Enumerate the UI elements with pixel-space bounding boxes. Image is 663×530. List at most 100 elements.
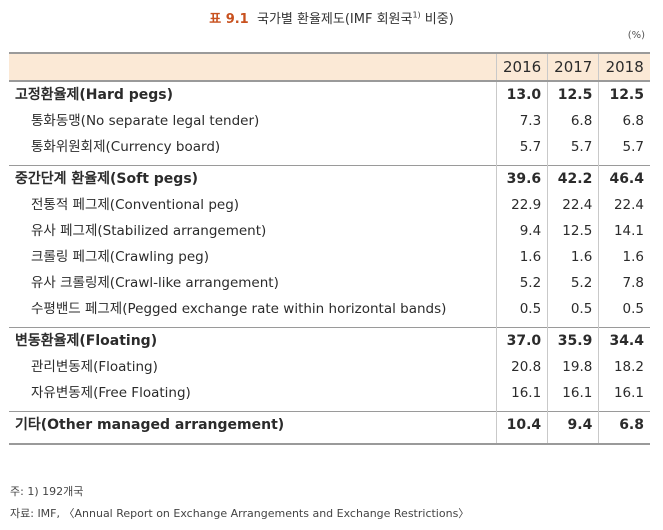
value-cell-2016: 22.9 (496, 192, 548, 218)
value-cell-2018: 6.8 (598, 411, 650, 438)
spacer-cell (9, 438, 497, 445)
value-cell-2017: 0.5 (547, 296, 599, 322)
spacer-cell (496, 160, 548, 166)
row-label: 통화위원회제(Currency board) (31, 139, 221, 155)
header-year-2016: 2016 (496, 52, 548, 82)
item-row: 크롤링 페그제(Crawling peg) 1.6 1.6 1.6 (9, 244, 650, 270)
value-cell-2018: 18.2 (598, 354, 650, 380)
unit-label: (%) (627, 30, 645, 41)
spacer-cell (547, 322, 599, 328)
value-cell-2018: 7.8 (598, 270, 650, 296)
spacer-cell (496, 438, 548, 445)
value-cell-2016: 10.4 (496, 411, 548, 438)
row-label: 통화동맹(No separate legal tender) (31, 113, 260, 129)
spacer-cell (598, 406, 650, 412)
value-cell-2017: 9.4 (547, 411, 599, 438)
spacer-cell (547, 438, 599, 445)
spacer-cell (547, 160, 599, 166)
group-spacer (9, 160, 650, 166)
value-cell-2016: 5.7 (496, 134, 548, 160)
value-cell-2016: 13.0 (496, 81, 548, 108)
value-cell-2017: 16.1 (547, 380, 599, 406)
item-row: 통화동맹(No separate legal tender) 7.3 6.8 6.8 (9, 108, 650, 134)
group-spacer (9, 322, 650, 328)
footnote: 주: 1) 192개국 (10, 485, 84, 498)
value-cell-2017: 1.6 (547, 244, 599, 270)
header-year-2018: 2018 (598, 52, 650, 82)
value-cell-2016: 39.6 (496, 165, 548, 192)
spacer-cell (496, 406, 548, 412)
row-label: 자유변동제(Free Floating) (31, 385, 191, 401)
value-cell-2018: 34.4 (598, 327, 650, 354)
spacer-cell (598, 322, 650, 328)
spacer-cell (598, 438, 650, 445)
group-spacer (9, 438, 650, 445)
value-cell-2016: 9.4 (496, 218, 548, 244)
item-row: 자유변동제(Free Floating) 16.1 16.1 16.1 (9, 380, 650, 406)
item-row: 통화위원회제(Currency board) 5.7 5.7 5.7 (9, 134, 650, 160)
group-row: 변동환율제(Floating) 37.0 35.9 34.4 (9, 327, 650, 354)
group-row: 기타(Other managed arrangement) 10.4 9.4 6.8 (9, 411, 650, 438)
group-row: 중간단계 환율제(Soft pegs) 39.6 42.2 46.4 (9, 165, 650, 192)
value-cell-2017: 12.5 (547, 218, 599, 244)
value-cell-2018: 1.6 (598, 244, 650, 270)
row-label: 고정환율제(Hard pegs) (15, 87, 174, 103)
value-cell-2018: 5.7 (598, 134, 650, 160)
row-label: 전통적 페그제(Conventional peg) (31, 197, 240, 213)
table-group: 중간단계 환율제(Soft pegs) 39.6 42.2 46.4 전통적 페그제(C… (9, 165, 650, 328)
header-label-cell (9, 52, 497, 82)
group-spacer (9, 406, 650, 412)
row-label: 변동환율제(Floating) (9, 327, 497, 354)
spacer-cell (598, 160, 650, 166)
value-cell-2017: 5.7 (547, 134, 599, 160)
table-title-suffix: 비중) (420, 12, 454, 27)
row-label: 유사 페그제(Stabilized arrangement) (31, 223, 267, 239)
table-group: 변동환율제(Floating) 37.0 35.9 34.4 관리변동제(Floatin… (9, 327, 650, 412)
value-cell-2017: 19.8 (547, 354, 599, 380)
spacer-cell (496, 322, 548, 328)
value-cell-2016: 20.8 (496, 354, 548, 380)
group-row: 고정환율제(Hard pegs) 13.0 12.5 12.5 (9, 81, 650, 108)
item-row: 수평밴드 페그제(Pegged exchange rate within hor… (9, 296, 650, 322)
header-row: 2016 2017 2018 (9, 52, 650, 82)
table-group: 기타(Other managed arrangement) 10.4 9.4 6.8 (9, 411, 650, 445)
table-title: 표 9.1 국가별 환율제도(IMF 회원국1) 비중) (0, 8, 663, 27)
value-cell-2018: 14.1 (598, 218, 650, 244)
value-cell-2017: 12.5 (547, 81, 599, 108)
table-title-text: 국가별 환율제도(IMF 회원국 (256, 12, 413, 27)
table-number: 표 9.1 (209, 12, 249, 27)
value-cell-2016: 16.1 (496, 380, 548, 406)
row-label: 크롤링 페그제(Crawling peg) (31, 249, 209, 265)
value-cell-2018: 16.1 (598, 380, 650, 406)
row-label: 기타(Other managed arrangement) (9, 411, 497, 438)
value-cell-2016: 37.0 (496, 327, 548, 354)
row-label: 유사 크롤링제(Crawl-like arrangement) (31, 275, 279, 291)
value-cell-2018: 0.5 (598, 296, 650, 322)
item-row: 유사 크롤링제(Crawl-like arrangement) 5.2 5.2 7.8 (9, 270, 650, 296)
value-cell-2017: 5.2 (547, 270, 599, 296)
value-cell-2018: 6.8 (598, 108, 650, 134)
value-cell-2017: 22.4 (547, 192, 599, 218)
value-cell-2018: 12.5 (598, 81, 650, 108)
spacer-cell (547, 406, 599, 412)
value-cell-2018: 22.4 (598, 192, 650, 218)
title-footnote-marker: 1) (412, 10, 421, 20)
value-cell-2017: 42.2 (547, 165, 599, 192)
value-cell-2018: 46.4 (598, 165, 650, 192)
row-label: 중간단계 환율제(Soft pegs) (9, 165, 497, 192)
row-label: 관리변동제(Floating) (31, 359, 158, 375)
value-cell-2016: 7.3 (496, 108, 548, 134)
row-label: 수평밴드 페그제(Pegged exchange rate within hor… (31, 301, 447, 317)
value-cell-2017: 35.9 (547, 327, 599, 354)
source-note: 자료: IMF, 〈Annual Report on Exchange Arra… (10, 507, 470, 520)
item-row: 유사 페그제(Stabilized arrangement) 9.4 12.5 14.… (9, 218, 650, 244)
item-row: 전통적 페그제(Conventional peg) 22.9 22.4 22.4 (9, 192, 650, 218)
value-cell-2016: 1.6 (496, 244, 548, 270)
header-year-2017: 2017 (547, 52, 599, 82)
table-group: 고정환율제(Hard pegs) 13.0 12.5 12.5 통화동맹(No sepa… (9, 81, 650, 166)
value-cell-2017: 6.8 (547, 108, 599, 134)
exchange-regime-table: 2016 2017 2018 고정환율제(Hard pegs) 13.0 12.5 1… (9, 52, 650, 445)
value-cell-2016: 0.5 (496, 296, 548, 322)
value-cell-2016: 5.2 (496, 270, 548, 296)
item-row: 관리변동제(Floating) 20.8 19.8 18.2 (9, 354, 650, 380)
